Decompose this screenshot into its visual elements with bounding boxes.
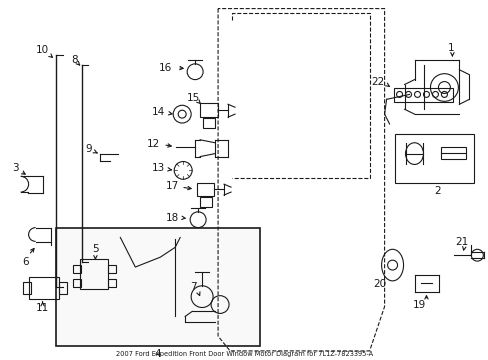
- Text: 16: 16: [158, 63, 171, 73]
- Bar: [200, 103, 218, 117]
- Bar: [441, 147, 466, 158]
- Text: 4: 4: [155, 349, 161, 359]
- Text: 14: 14: [151, 107, 164, 117]
- Text: 9: 9: [85, 144, 92, 154]
- Text: 10: 10: [36, 45, 49, 55]
- Text: 15: 15: [186, 93, 200, 103]
- Bar: [59, 282, 66, 294]
- Text: 3: 3: [12, 163, 19, 174]
- Bar: [393, 87, 452, 102]
- Text: 7: 7: [189, 282, 196, 292]
- Text: 18: 18: [165, 213, 179, 223]
- Text: 22: 22: [370, 77, 384, 87]
- Bar: [108, 279, 116, 287]
- Bar: [81, 259, 108, 289]
- Text: 5: 5: [92, 244, 99, 254]
- Bar: [394, 134, 473, 183]
- Bar: [73, 265, 81, 273]
- Bar: [203, 118, 215, 128]
- Bar: [197, 183, 214, 196]
- Text: 2: 2: [433, 186, 440, 196]
- Text: 8: 8: [71, 55, 78, 65]
- Text: 21: 21: [454, 237, 467, 247]
- Bar: [200, 197, 212, 207]
- Text: 6: 6: [22, 257, 29, 267]
- Text: 13: 13: [151, 163, 164, 174]
- Text: 17: 17: [165, 181, 179, 191]
- Bar: [29, 277, 59, 299]
- Text: 19: 19: [412, 300, 425, 310]
- Bar: [22, 282, 31, 294]
- Text: 20: 20: [372, 279, 386, 289]
- Text: 2007 Ford Expedition Front Door Window Motor Diagram for 7L1Z-7823395-A: 2007 Ford Expedition Front Door Window M…: [116, 351, 373, 357]
- Bar: [73, 279, 81, 287]
- Bar: [108, 265, 116, 273]
- Text: 12: 12: [146, 139, 160, 149]
- Bar: [56, 228, 260, 346]
- Text: 1: 1: [447, 43, 454, 53]
- Text: 11: 11: [36, 303, 49, 314]
